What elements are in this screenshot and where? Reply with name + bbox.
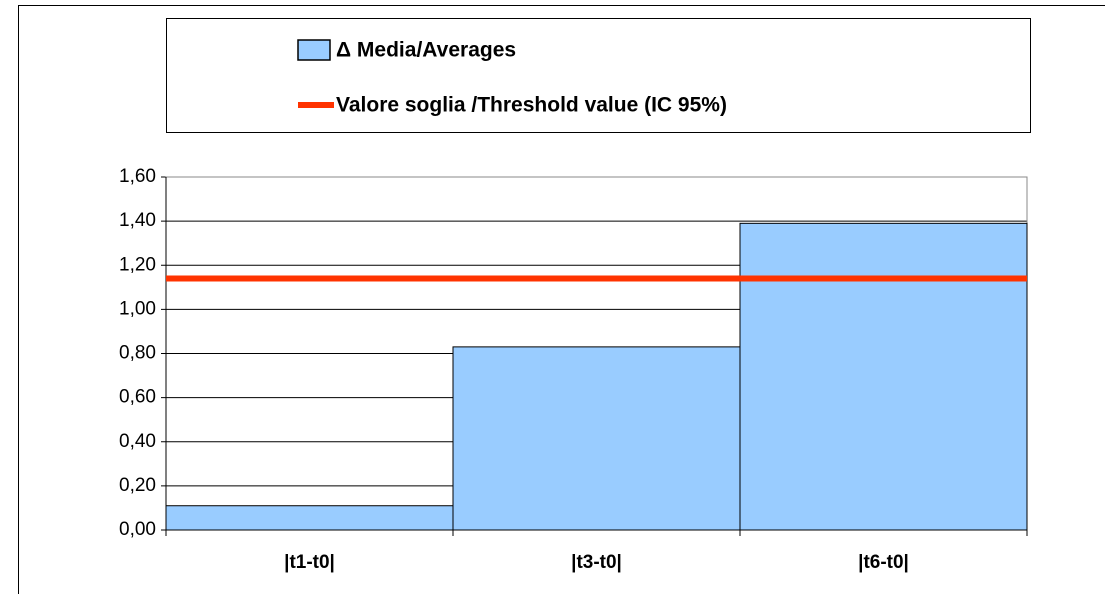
y-tick-label: 0,40 — [119, 431, 156, 452]
bar — [452, 346, 741, 531]
x-tick-label: |t3-t0| — [571, 552, 622, 573]
bar — [739, 222, 1028, 531]
x-tick-label: |t1-t0| — [284, 552, 335, 573]
y-tick-label: 1,60 — [119, 166, 156, 187]
legend-box — [166, 18, 1031, 133]
y-tick-label: 0,20 — [119, 475, 156, 496]
y-tick-label: 0,60 — [119, 387, 156, 408]
legend-bar-swatch — [297, 39, 331, 61]
y-tick-label: 0,80 — [119, 343, 156, 364]
bar — [165, 505, 454, 531]
y-tick-label: 1,00 — [119, 298, 156, 319]
y-tick-label: 1,20 — [119, 254, 156, 275]
frame — [18, 5, 1105, 594]
legend-label: Δ Media/Averages — [336, 39, 516, 62]
y-tick-label: 1,40 — [119, 210, 156, 231]
y-tick-label: 0,00 — [119, 519, 156, 540]
x-tick-label: |t6-t0| — [858, 552, 909, 573]
legend-label: Valore soglia /Threshold value (IC 95%) — [336, 94, 727, 117]
